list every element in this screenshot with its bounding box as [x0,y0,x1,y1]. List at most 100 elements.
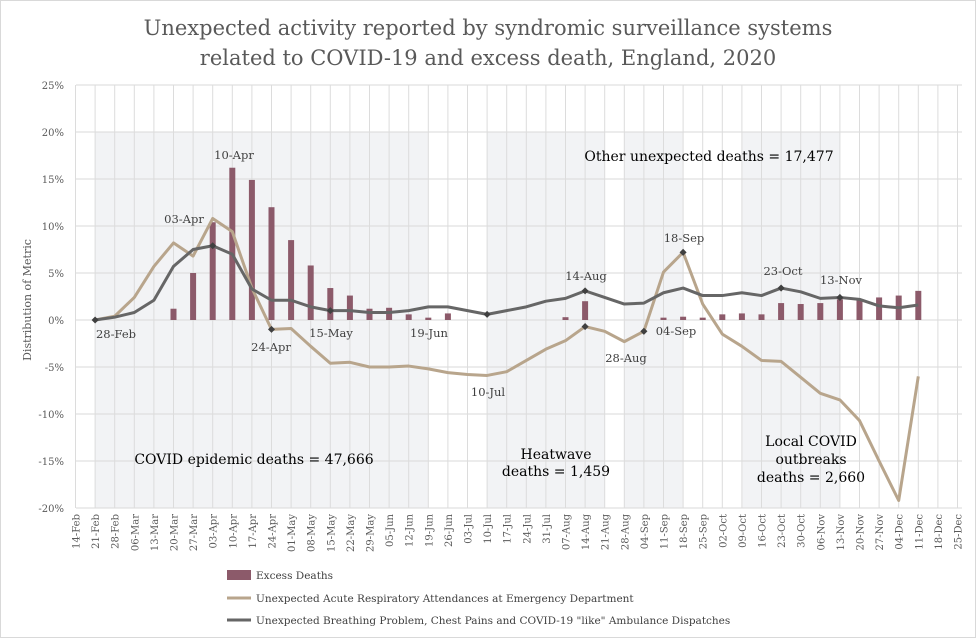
x-tick-label: 13-Mar [150,514,161,551]
bar-excess-deaths [425,317,432,320]
y-tick-label: -15% [38,457,64,468]
bar-excess-deaths [738,313,745,320]
bar-excess-deaths [248,179,255,320]
point-label: 23-Oct [763,264,802,278]
annotation-other-deaths: Other unexpected deaths = 17,477 [584,149,833,165]
point-marker [209,242,217,250]
bar-excess-deaths [209,222,216,320]
annotation-heatwave-line-2: deaths = 1,459 [502,464,610,480]
y-tick-label: 25% [42,81,64,92]
x-tick-label: 12-Jun [405,513,416,547]
x-tick-label: 05-Jun [385,513,396,547]
point-label: 15-May [309,326,353,340]
x-tick-label: 24-Jul [522,514,533,544]
x-tick-label: 21-Aug [601,513,612,550]
annotation-heatwave-line-1: Heatwave [521,447,592,463]
y-tick-label: -20% [38,504,64,515]
point-label: 04-Sep [656,324,697,338]
point-label: 18-Sep [664,231,705,245]
bar-excess-deaths [229,167,236,320]
x-tick-label: 11-Sep [660,514,671,549]
y-tick-label: 5% [48,269,64,280]
x-tick-label: 30-Oct [797,514,808,548]
bar-excess-deaths [836,299,843,320]
point-marker [581,323,589,331]
x-tick-label: 03-Jul [464,514,475,544]
bar-excess-deaths [660,317,667,320]
x-tick-label: 09-Oct [738,514,749,548]
point-label: 10-Jul [471,385,506,399]
legend: Excess Deaths Unexpected Acute Respirato… [227,570,730,627]
x-tick-label: 25-Dec [954,514,965,550]
point-marker [483,310,491,318]
x-tick-label: 04-Dec [895,514,906,550]
x-tick-label: 24-Apr [268,514,279,549]
x-tick-label: 16-Oct [758,514,769,548]
legend-swatch-excess-deaths [227,570,251,580]
point-marker [326,307,334,315]
x-tick-label: 06-Nov [816,514,827,551]
y-tick-label: 0% [48,316,64,327]
bar-excess-deaths [778,303,785,320]
x-tick-label: 18-Sep [679,514,690,549]
legend-label-ambulance: Unexpected Breathing Problem, Chest Pain… [256,615,730,627]
x-tick-label: 13-Nov [836,514,847,551]
line-ed-attendances [94,216,920,502]
bar-excess-deaths [562,317,569,320]
x-tick-label: 07-Aug [562,513,573,550]
bar-excess-deaths [817,303,824,320]
x-tick-label: 14-Feb [72,514,83,549]
y-axis-label: Distribution of Metric [21,239,34,361]
x-tick-label: 25-Sep [699,514,710,549]
bar-excess-deaths [190,273,197,320]
bar-excess-deaths [699,317,706,320]
point-label: 10-Apr [214,148,254,162]
x-tick-label: 18-Dec [934,514,945,550]
x-tick-label: 08-May [307,514,318,552]
x-tick-label: 17-Apr [248,514,259,549]
point-marker [836,293,844,301]
x-tick-label: 29-May [366,514,377,552]
point-marker [581,287,589,295]
point-label: 28-Aug [605,351,647,365]
y-tick-label: 10% [42,222,64,233]
bar-excess-deaths [797,304,804,320]
y-tick-label: -10% [38,410,64,421]
x-tick-label: 28-Aug [620,513,631,550]
bar-excess-deaths [307,265,314,320]
x-tick-label: 20-Mar [170,514,181,551]
x-tick-label: 10-Jul [483,514,494,544]
bar-excess-deaths [444,313,451,320]
x-tick-label: 11-Dec [914,514,925,550]
x-tick-label: 14-Aug [581,513,592,550]
point-marker [679,248,687,256]
x-tick-label: 31-Jul [542,514,553,544]
y-tick-label: 20% [42,128,64,139]
x-tick-label: 15-May [326,514,337,552]
bar-excess-deaths [366,308,373,320]
x-tick-label: 26-Jun [444,513,455,547]
annotation-covid-deaths: COVID epidemic deaths = 47,666 [134,452,373,468]
legend-label-ed: Unexpected Acute Respiratory Attendances… [256,593,634,605]
x-tick-label: 04-Sep [640,514,651,549]
bar-excess-deaths [346,295,353,320]
x-tick-label: 19-Jun [424,513,435,547]
annotation-local-line-1: Local COVID [765,434,857,450]
bar-excess-deaths [170,308,177,320]
y-tick-label: -5% [45,363,64,374]
bar-excess-deaths [327,288,334,320]
bar-excess-deaths [719,314,726,320]
annotation-local-line-2: outbreaks [775,452,846,468]
annotation-local-line-3: deaths = 2,660 [757,470,865,486]
x-tick-label: 20-Nov [856,514,867,551]
y-tick-label: 15% [42,175,64,186]
x-tick-label: 06-Mar [130,514,141,551]
point-label: 24-Apr [251,340,291,354]
point-label: 14-Aug [565,269,607,283]
chart-title-line-1: Unexpected activity reported by syndromi… [144,16,833,40]
x-tick-label: 27-Nov [875,514,886,551]
x-tick-label: 28-Feb [111,514,122,549]
bar-excess-deaths [268,207,275,320]
x-tick-label: 23-Oct [777,514,788,548]
x-tick-label: 27-Mar [189,514,200,551]
